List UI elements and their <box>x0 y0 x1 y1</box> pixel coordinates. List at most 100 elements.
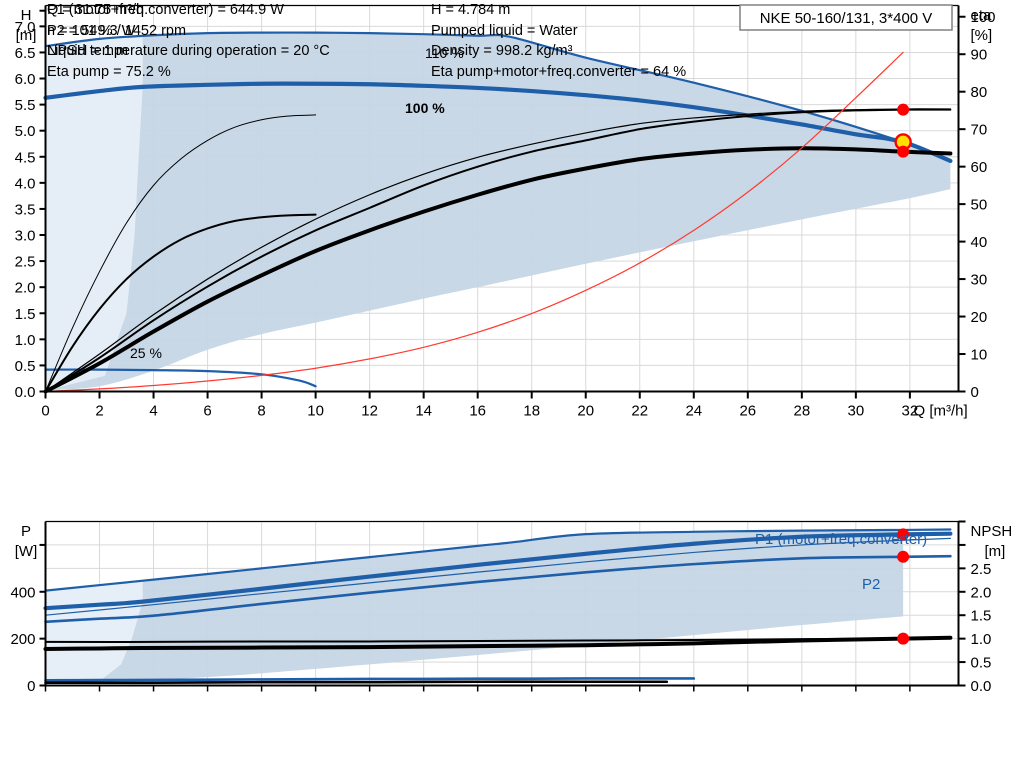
y-tick-label-left: 3.5 <box>15 201 36 218</box>
x-axis-title: Q [m³/h] <box>914 403 968 420</box>
y-tick-label-right: 90 <box>971 47 988 64</box>
curve-eta-small-25-thin <box>45 114 317 392</box>
curve-h-100- <box>43 81 953 164</box>
curve-p1-100- <box>43 531 953 611</box>
y-tick-label-right: 60 <box>971 159 988 176</box>
top-series <box>43 31 953 394</box>
curve-npsh-25- <box>44 680 669 685</box>
curve-p1-110- <box>44 528 952 592</box>
summary-npsh: NPSH = 1 m <box>47 43 128 59</box>
p2-marker[interactable] <box>897 550 910 563</box>
y-tick-label-left: 3.0 <box>15 228 36 245</box>
x-tick-label: 32 <box>902 403 919 420</box>
model-title-box: NKE 50-160/131, 3*400 V <box>739 4 953 31</box>
y-tick-label-left: 6.0 <box>15 71 36 88</box>
bottom-axes: 0 200 400 0.0 0.5 1.0 1.5 2.0 2.5 <box>10 520 992 695</box>
y-tick-label-right: 0 <box>971 384 979 401</box>
y-tick-label-left: 1.0 <box>15 332 36 349</box>
p1-marker[interactable] <box>897 528 910 541</box>
info-liquid-temperature: Liquid temperature during operation = 20… <box>47 43 330 59</box>
curve-p2-100- <box>44 554 952 624</box>
top-markers <box>894 103 912 158</box>
eta-pump-marker[interactable] <box>897 103 910 116</box>
curve-eta-pump-110- <box>44 108 952 393</box>
y-tick-label-left: 0.5 <box>15 358 36 375</box>
y-tick-label-left: 2.0 <box>15 280 36 297</box>
curve-label-0: 110 % <box>425 45 464 61</box>
y-tick-label-right: 80 <box>971 84 988 101</box>
series-label-0: P1 (motor+freq.converter) <box>755 531 927 548</box>
y-tick-label-left: 2.5 <box>15 254 36 271</box>
x-tick-label: 20 <box>577 403 594 420</box>
y-tick-label-right: 50 <box>971 197 988 214</box>
y-tick-label-left: 6.5 <box>15 45 36 62</box>
x-tick-label: 10 <box>307 403 324 420</box>
power-npsh-chart: 0 200 400 0.0 0.5 1.0 1.5 2.0 2.5 P [W] NPSH [m] P1 (… <box>0 516 1024 702</box>
y-tick-label-right: 100 <box>971 9 996 26</box>
y-tick-label-right: 10 <box>971 347 988 364</box>
power-summary-info: P1 (motor+freq.converter) = 644.9 W P2 =… <box>0 2 1024 168</box>
info-eta-total: Eta pump+motor+freq.converter = 64 % <box>431 63 687 80</box>
model-title-label: NKE 50-160/131, 3*400 V <box>760 10 933 27</box>
info-speed: n = 101 % / 1452 rpm <box>47 22 187 39</box>
power-summary-list: P1 (motor+freq.converter) = 644.9 W P2 =… <box>47 0 284 62</box>
top-axes: 0.0 0.5 1.0 1.5 2.0 2.5 3.0 3.5 4.0 4.5 5.0 5.5 6.0 6… <box>15 4 996 420</box>
y-tick-label-left: 5.0 <box>15 123 36 140</box>
y-tick-label-right: 0.0 <box>971 678 992 695</box>
x-tick-label: 26 <box>739 403 756 420</box>
curve-npsh-100- <box>43 635 953 651</box>
y-tick-label-right: 2.5 <box>971 561 992 578</box>
y-tick-label-left: 0.0 <box>15 384 36 401</box>
y-tick-label-left: 0 <box>27 678 35 695</box>
y-tick-label-left: 7.0 <box>15 19 36 36</box>
power-npsh-plot[interactable]: 0 200 400 0.0 0.5 1.0 1.5 2.0 2.5 P [W] NPSH [m] P1 (… <box>0 516 1024 702</box>
x-tick-label: 18 <box>523 403 540 420</box>
head-efficiency-plot[interactable]: 0.0 0.5 1.0 1.5 2.0 2.5 3.0 3.5 4.0 4.5 5.0 5.5 6.0 6… <box>0 0 1024 420</box>
series-label-1: P2 <box>862 576 880 593</box>
curve-p1-low-envelope <box>44 537 951 616</box>
y-tick-label-right: 0.5 <box>971 655 992 672</box>
y-tick-label-right: 2.0 <box>971 584 992 601</box>
y-axis-left-title-2: [m] <box>16 27 37 44</box>
head-efficiency-chart: 0.0 0.5 1.0 1.5 2.0 2.5 3.0 3.5 4.0 4.5 5.0 5.5 6.0 6… <box>0 0 1024 420</box>
curve-eta-pump-100- <box>43 146 953 394</box>
x-tick-label: 0 <box>41 403 49 420</box>
bottom-markers <box>897 528 910 645</box>
y-axis-left-title-1: P <box>21 523 31 540</box>
x-tick-label: 4 <box>149 403 157 420</box>
y-tick-label-left: 400 <box>10 584 35 601</box>
x-tick-label: 22 <box>631 403 648 420</box>
curve-label-1: 100 % <box>405 100 445 116</box>
npsh-marker[interactable] <box>897 632 910 645</box>
y-tick-label-right: 20 <box>971 309 988 326</box>
info-h: H = 4.784 m <box>431 2 511 18</box>
y-axis-left-title-2: [W] <box>15 543 38 560</box>
info-q: Q = 31.75 m³/h <box>47 2 145 18</box>
summary-p1: P1 (motor+freq.converter) = 644.9 W <box>47 2 284 18</box>
y-tick-label-left: 4.5 <box>15 149 36 166</box>
curve-h-110- <box>44 31 952 163</box>
y-tick-label-right: 1.5 <box>971 608 992 625</box>
x-tick-label: 12 <box>361 403 378 420</box>
eta-total-marker[interactable] <box>897 145 910 158</box>
envelope-speed-range <box>45 32 951 391</box>
x-tick-label: 2 <box>95 403 103 420</box>
y-axis-right-title-1: eta <box>971 7 993 24</box>
y-tick-label-left: 1.5 <box>15 306 36 323</box>
model-title-box-bg <box>739 4 953 31</box>
duty-point-info-right: H = 4.784 m Pumped liquid = Water Densit… <box>431 0 686 82</box>
envelope-power-range <box>45 529 904 682</box>
curve-h-25- <box>44 368 317 388</box>
x-tick-label: 30 <box>848 403 865 420</box>
y-tick-label-right: 30 <box>971 272 988 289</box>
curve-p-25-thin <box>44 677 696 682</box>
duty-point-info: Q = 31.75 m³/h n = 101 % / 1452 rpm Liqu… <box>0 0 1024 88</box>
info-pumped-liquid: Pumped liquid = Water <box>431 22 578 39</box>
y-tick-label-right: 70 <box>971 122 988 139</box>
info-density: Density = 998.2 kg/m³ <box>431 43 573 59</box>
x-tick-label: 24 <box>685 403 702 420</box>
bottom-series <box>43 528 953 685</box>
y-tick-label-right: 40 <box>971 234 988 251</box>
curve-label-2: 25 % <box>130 345 162 361</box>
